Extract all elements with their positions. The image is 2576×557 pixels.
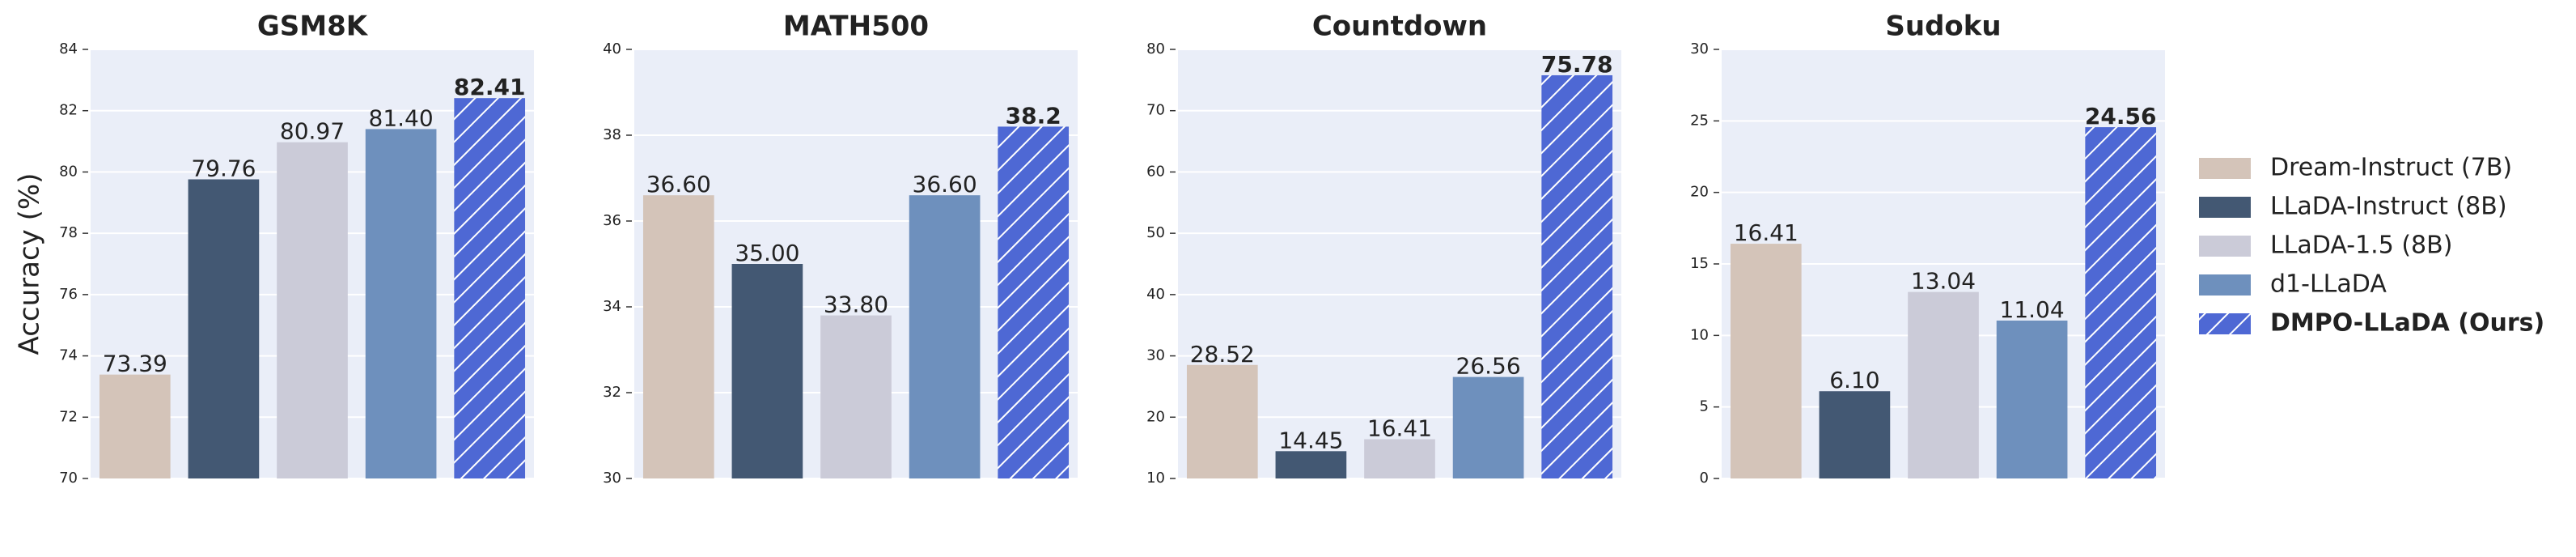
legend-label: DMPO-LLaDA (Ours) [2270, 309, 2544, 338]
value-label: 36.60 [913, 171, 977, 198]
legend-label: LLaDA-1.5 (8B) [2270, 232, 2452, 260]
y-tick-label: 36 [603, 212, 621, 229]
value-label: 38.2 [1006, 102, 1061, 129]
bar [909, 195, 981, 478]
legend-swatch [2199, 274, 2251, 296]
y-tick-label: 30 [603, 470, 621, 487]
y-tick-label: 20 [1146, 408, 1165, 425]
y-tick-label: 70 [1146, 102, 1165, 119]
y-tick-label: 10 [1690, 326, 1709, 343]
y-tick-label: 50 [1146, 224, 1165, 241]
value-label: 6.10 [1829, 367, 1879, 393]
chart-title: GSM8K [257, 11, 369, 43]
legend-label: Dream-Instruct (7B) [2270, 154, 2512, 182]
y-tick-label: 15 [1690, 255, 1709, 272]
y-tick-label: 72 [59, 408, 78, 425]
y-tick-label: 80 [59, 163, 78, 180]
bar [1364, 439, 1435, 478]
y-tick-label: 5 [1700, 398, 1709, 415]
value-label: 73.39 [103, 351, 167, 377]
y-tick-label: 10 [1146, 470, 1165, 487]
legend-swatch [2199, 197, 2251, 218]
y-tick-label: 78 [59, 224, 78, 241]
y-tick-label: 30 [1146, 347, 1165, 364]
value-label: 13.04 [1911, 268, 1976, 295]
y-tick-label: 0 [1700, 470, 1709, 487]
bar [188, 179, 260, 478]
y-tick-label: 25 [1690, 112, 1709, 129]
bar [642, 195, 714, 478]
y-tick-label: 40 [603, 40, 621, 57]
bar [1996, 320, 2068, 478]
bar [2085, 127, 2157, 478]
value-label: 35.00 [735, 240, 799, 266]
y-tick-label: 84 [59, 40, 78, 57]
value-label: 81.40 [369, 104, 434, 131]
y-tick-label: 70 [59, 470, 78, 487]
y-tick-label: 74 [59, 347, 78, 364]
value-label: 24.56 [2085, 103, 2157, 130]
value-label: 75.78 [1541, 51, 1613, 78]
value-label: 82.41 [454, 74, 526, 100]
y-tick-label: 82 [59, 102, 78, 119]
chart-title: Sudoku [1885, 11, 2001, 43]
bar [1541, 74, 1613, 479]
bar [1186, 364, 1258, 478]
value-label: 11.04 [2000, 296, 2065, 323]
bar [731, 264, 803, 478]
value-label: 36.60 [646, 171, 711, 198]
legend-label: LLaDA-Instruct (8B) [2270, 193, 2507, 221]
legend-swatch [2199, 158, 2251, 179]
y-tick-label: 76 [59, 286, 78, 303]
bar [1730, 244, 1802, 478]
bar [1452, 376, 1524, 478]
y-tick-label: 30 [1690, 40, 1709, 57]
bar [1908, 291, 1979, 478]
value-label: 14.45 [1278, 427, 1343, 453]
y-axis-label: Accuracy (%) [14, 173, 46, 355]
y-tick-label: 34 [603, 298, 621, 315]
bar [1275, 451, 1347, 478]
y-tick-label: 60 [1146, 163, 1165, 180]
bar [820, 315, 892, 478]
value-label: 28.52 [1190, 341, 1255, 368]
bar [99, 374, 171, 478]
y-tick-label: 20 [1690, 184, 1709, 201]
value-label: 16.41 [1367, 415, 1432, 441]
bar [454, 98, 526, 478]
bar [365, 129, 437, 478]
bar [277, 142, 348, 478]
chart-title: MATH500 [783, 11, 929, 43]
legend-swatch [2199, 236, 2251, 257]
y-tick-label: 80 [1146, 40, 1165, 57]
value-label: 26.56 [1456, 353, 1521, 380]
value-label: 79.76 [191, 155, 256, 182]
value-label: 16.41 [1734, 219, 1799, 246]
y-tick-label: 32 [603, 384, 621, 401]
bar [1819, 391, 1891, 478]
legend-label: d1-LLaDA [2270, 270, 2387, 299]
legend-swatch [2199, 313, 2251, 334]
value-label: 33.80 [824, 291, 888, 318]
y-tick-label: 38 [603, 126, 621, 143]
chart-title: Countdown [1312, 11, 1487, 43]
y-tick-label: 40 [1146, 286, 1165, 303]
value-label: 80.97 [280, 118, 345, 145]
bar [998, 126, 1070, 478]
